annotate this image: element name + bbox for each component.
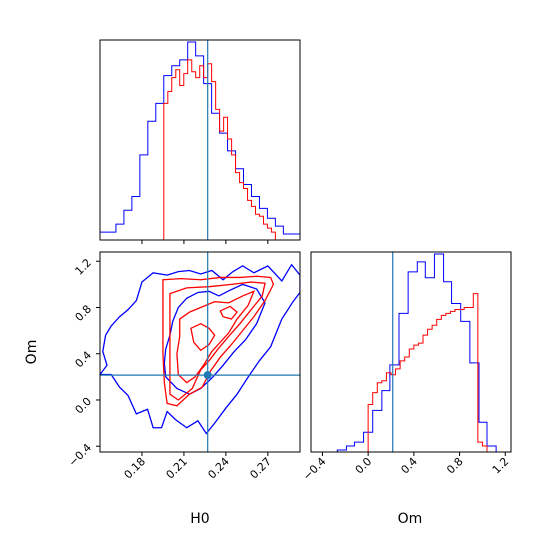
contour-line-blue-0 <box>100 263 300 435</box>
x-tick-label-h0: 0.24 <box>205 455 232 482</box>
contour-line-red-5 <box>190 322 216 352</box>
contour-line-red-4 <box>176 290 256 384</box>
h0-om-contour-panel: 0.18 0.21 0.24 0.27 −0.4 0.0 0.4 0.8 1.2 <box>66 251 301 482</box>
y-axis-label-om: Om <box>24 340 40 365</box>
h0-hist-series-red <box>163 59 280 241</box>
x-axis-label-h0: H0 <box>190 511 209 527</box>
y-tick-label-om: 1.2 <box>73 256 95 278</box>
om-hist-series-blue <box>311 253 506 453</box>
om-hist-frame <box>310 251 512 453</box>
y-tick-label-om: −0.4 <box>66 441 94 469</box>
contour-line-red-2 <box>162 275 275 407</box>
truth-marker <box>203 371 212 380</box>
contour-frame <box>99 251 301 453</box>
x-tick-label-h0: 0.27 <box>247 455 274 482</box>
x-tick-label-h0: 0.21 <box>164 455 191 482</box>
h0-marginal-panel <box>99 39 301 244</box>
y-tick-label-om: 0.0 <box>73 395 95 417</box>
contour-line-red-3 <box>169 281 266 401</box>
y-tick-label-om: 0.8 <box>73 302 95 324</box>
x-tick-label-om: 0.8 <box>444 455 466 477</box>
y-tick-label-om: 0.4 <box>73 349 95 371</box>
x-tick-label-om: 0.4 <box>398 455 420 477</box>
x-tick-label-om: −0.4 <box>300 455 328 483</box>
h0-hist-series-blue <box>99 41 301 240</box>
x-axis-label-om: Om <box>398 511 423 527</box>
om-hist-series-red <box>367 293 492 453</box>
om-marginal-panel: −0.4 0.0 0.4 0.8 1.2 <box>300 251 512 483</box>
x-tick-label-h0: 0.18 <box>122 455 149 482</box>
contour-line-red-6 <box>219 305 238 320</box>
contour-group <box>100 263 300 435</box>
h0-hist-frame <box>99 39 301 241</box>
x-tick-label-om: 1.2 <box>490 455 512 477</box>
x-tick-label-om: 0.0 <box>353 455 375 477</box>
